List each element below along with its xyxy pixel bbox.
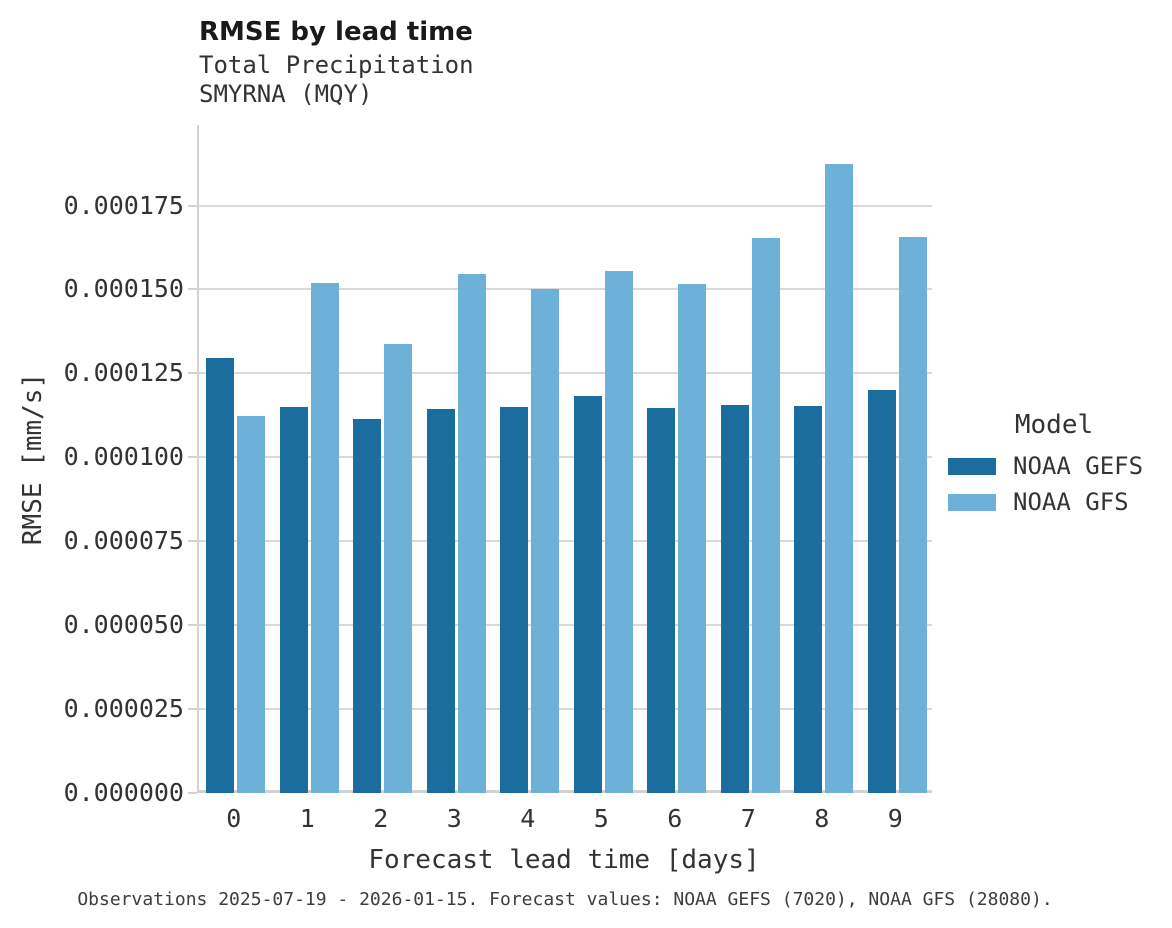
bar-noaa-gefs-lead-4 [500,407,529,793]
x-tick-label-3: 3 [446,804,462,833]
y-tick-label-0.000000: 0.000000 [63,778,184,807]
subtitle-line-2: SMYRNA (MQY) [199,80,373,108]
legend-title: Model [1014,410,1094,440]
x-tick-label-8: 8 [814,804,830,833]
bar-noaa-gefs-lead-2 [353,419,382,793]
x-axis-title: Forecast lead time [days] [368,845,760,875]
y-axis: 0.000000 0.000025 0.000050 0.000075 0.000100… [0,125,184,807]
bar-noaa-gfs-lead-6 [678,284,707,793]
x-tick-label-7: 7 [740,804,756,833]
y-tick-mark [188,792,197,794]
legend-entries: NOAA GEFS NOAA GFS [948,448,1160,520]
y-tick-mark [188,456,197,459]
y-tick-mark [188,708,197,711]
x-tick-label-6: 6 [667,804,683,833]
y-tick-label-0.000125: 0.000125 [63,358,184,388]
bar-noaa-gfs-lead-4 [531,288,560,793]
gridline-0.000100 [199,456,932,459]
chart-subtitle: Total Precipitation SMYRNA (MQY) [199,51,474,109]
bar-noaa-gefs-lead-7 [720,404,749,793]
x-tick-label-9: 9 [887,804,903,833]
y-tick-mark [188,624,197,627]
y-tick-mark [188,540,197,543]
bar-noaa-gefs-lead-1 [279,406,308,793]
legend-label-noaa-gefs: NOAA GEFS [1013,452,1144,480]
bar-noaa-gfs-lead-8 [825,163,854,793]
bar-noaa-gfs-lead-0 [237,415,266,793]
legend: Model NOAA GEFS NOAA GFS [948,410,1160,520]
x-tick-label-0: 0 [226,804,242,833]
caption: Observations 2025-07-19 - 2026-01-15. Fo… [77,889,1053,910]
y-tick-label-0.000050: 0.000050 [63,610,184,640]
bar-noaa-gfs-lead-9 [898,236,927,793]
bar-noaa-gfs-lead-2 [384,343,413,793]
bar-noaa-gefs-lead-9 [867,389,896,793]
gridline-0.000050 [199,624,932,627]
subtitle-line-1: Total Precipitation [199,51,474,79]
y-tick-mark [188,372,197,375]
plot-area [188,125,932,794]
bar-noaa-gefs-lead-8 [794,405,823,793]
bar-noaa-gfs-lead-7 [751,238,780,793]
x-axis: 0 1 2 3 4 5 6 7 8 9 [197,796,932,836]
y-tick-label-0.000100: 0.000100 [63,442,184,472]
bar-noaa-gfs-lead-3 [457,274,486,793]
legend-entry-noaa-gfs: NOAA GFS [948,484,1160,520]
bar-noaa-gfs-lead-5 [604,270,633,793]
gridline-0.000150 [199,288,932,291]
x-tick-label-4: 4 [520,804,536,833]
gridline-0.000175 [199,204,932,207]
legend-swatch-noaa-gefs [948,457,996,475]
y-tick-label-0.000175: 0.000175 [63,190,184,220]
bar-noaa-gfs-lead-1 [310,283,339,793]
bar-noaa-gefs-lead-5 [573,395,602,793]
gridline-0.000125 [199,372,932,375]
y-tick-label-0.000025: 0.000025 [63,694,184,724]
chart-title: RMSE by lead time [199,17,473,47]
bar-noaa-gefs-lead-0 [206,358,235,793]
y-tick-label-0.000150: 0.000150 [63,274,184,304]
gridline-0.000075 [199,540,932,543]
x-tick-label-1: 1 [299,804,315,833]
bar-noaa-gefs-lead-6 [647,407,676,793]
gridline-0.000025 [199,708,932,711]
y-tick-mark [188,288,197,291]
x-tick-label-2: 2 [373,804,389,833]
legend-label-noaa-gfs: NOAA GFS [1013,488,1129,516]
legend-swatch-noaa-gfs [948,493,996,511]
y-tick-mark [188,204,197,207]
title-block: RMSE by lead time Total Precipitation SM… [199,16,474,109]
y-tick-label-0.000075: 0.000075 [63,526,184,556]
legend-entry-noaa-gefs: NOAA GEFS [948,448,1160,484]
bar-noaa-gefs-lead-3 [426,408,455,793]
x-tick-label-5: 5 [593,804,609,833]
